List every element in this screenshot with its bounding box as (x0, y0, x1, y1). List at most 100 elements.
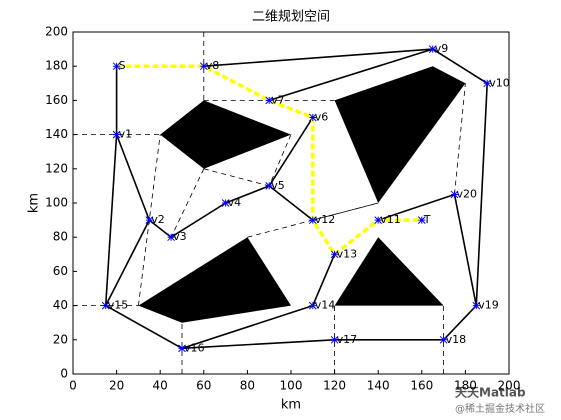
x-tick-label: 60 (196, 379, 211, 393)
watermark: @稀土掘金技术社区 (455, 402, 545, 415)
x-tick-label: 160 (410, 379, 433, 393)
node-marker (145, 216, 154, 224)
edge (268, 48, 433, 102)
x-axis-label: km (281, 398, 301, 413)
obstacle (334, 237, 444, 306)
node-marker (428, 45, 437, 53)
node-marker (374, 216, 383, 224)
node-marker (112, 62, 121, 71)
edge (105, 304, 183, 350)
node-marker (330, 250, 339, 259)
node-marker (308, 216, 317, 224)
edge (268, 185, 314, 221)
edge (377, 193, 455, 221)
edge (148, 219, 172, 238)
edge (475, 83, 488, 306)
node-label: v17 (337, 333, 358, 346)
node-marker (308, 301, 317, 310)
y-tick-label: 40 (53, 298, 68, 312)
y-tick-label: 140 (45, 127, 68, 141)
node-label: v8 (206, 59, 220, 72)
edge (115, 134, 151, 221)
edge (312, 253, 336, 306)
node-marker (439, 335, 448, 344)
edge (181, 304, 314, 350)
x-tick-label: 0 (69, 379, 77, 393)
edge (443, 305, 477, 341)
y-tick-label: 20 (53, 332, 68, 346)
dashed-edge (138, 134, 161, 306)
x-tick-label: 100 (280, 379, 303, 393)
node-label: v11 (380, 213, 401, 226)
node-label: v9 (435, 42, 449, 55)
node-label: v6 (315, 111, 329, 124)
node-marker (330, 335, 339, 344)
obstacle (334, 66, 466, 203)
node-marker (472, 301, 481, 310)
y-tick-label: 180 (45, 59, 68, 73)
node-marker (112, 130, 121, 139)
obstacle (138, 237, 291, 323)
node-marker (265, 96, 274, 105)
edge (104, 134, 118, 306)
node-marker (308, 113, 317, 122)
y-axis-label: km (27, 193, 42, 213)
y-tick-label: 0 (60, 367, 68, 381)
node-label: v3 (173, 230, 187, 243)
edge (225, 185, 270, 204)
edge (453, 194, 478, 306)
node-marker (483, 79, 492, 88)
edge (432, 48, 488, 84)
node-marker (167, 233, 175, 242)
y-tick-label: 200 (45, 25, 68, 39)
node-marker (101, 301, 110, 310)
node-label: v16 (184, 341, 205, 354)
node-label: v14 (315, 299, 336, 312)
x-tick-label: 140 (367, 379, 390, 393)
node-label: T (423, 213, 431, 226)
node-marker (417, 216, 426, 224)
node-label: v19 (478, 299, 499, 312)
node-marker (265, 182, 274, 190)
dashed-edge (268, 134, 292, 187)
x-tick-label: 200 (498, 379, 521, 393)
y-tick-label: 120 (45, 161, 68, 175)
edge (268, 117, 314, 187)
obstacle (160, 100, 291, 169)
node-label: S (119, 59, 126, 72)
edge (181, 339, 335, 350)
node-label: v5 (271, 179, 285, 192)
node-label: v13 (337, 247, 358, 260)
node-label: v2 (151, 213, 165, 226)
path-line (116, 64, 422, 257)
node-marker (221, 199, 230, 207)
x-tick-label: 80 (240, 379, 255, 393)
chart-title: 二维规划空间 (252, 10, 330, 25)
edge (104, 219, 151, 306)
y-tick-label: 60 (53, 264, 68, 278)
y-tick-label: 100 (45, 196, 68, 210)
x-tick-label: 20 (109, 379, 124, 393)
node-marker (450, 190, 459, 199)
node-label: v15 (108, 299, 129, 312)
edge (170, 202, 227, 238)
dashed-edge (454, 83, 466, 195)
node-marker (199, 62, 208, 71)
node-label: v12 (315, 213, 336, 226)
x-tick-label: 180 (454, 379, 477, 393)
node-label: v1 (119, 128, 133, 141)
edge (203, 48, 433, 67)
y-tick-label: 160 (45, 93, 68, 107)
watermark: 天天Matlab (455, 386, 526, 400)
node-marker (178, 344, 186, 353)
y-tick-label: 80 (53, 230, 68, 244)
x-tick-label: 120 (323, 379, 346, 393)
dashed-edge (170, 168, 205, 238)
x-tick-label: 40 (153, 379, 168, 393)
node-label: v7 (271, 93, 285, 106)
node-label: v18 (446, 333, 467, 346)
node-label: v20 (457, 187, 478, 200)
dashed-edge (312, 202, 379, 221)
